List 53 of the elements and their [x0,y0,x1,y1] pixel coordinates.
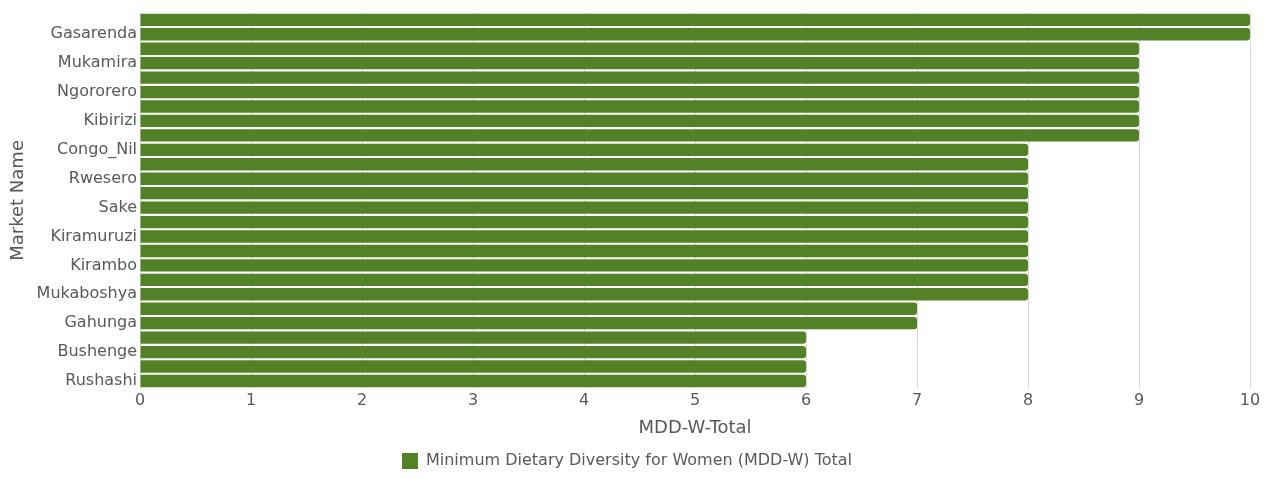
bar [140,317,918,330]
bar [140,85,1139,99]
y-tick-label: Gasarenda [50,23,138,43]
y-tick-label: Kirambo [70,254,138,274]
bar [140,331,807,344]
bar [140,100,1139,113]
bar [140,374,807,388]
y-tick-label: Congo_Nil [57,138,138,159]
bar [140,288,1029,301]
bar [140,172,1029,185]
x-tick-label: 3 [467,389,479,409]
bar [140,273,1029,287]
bar [140,114,1139,128]
bar [140,42,1139,55]
bar [140,143,1029,157]
bar [140,56,1139,70]
bar [140,187,1029,200]
bar [140,201,1029,214]
bar [140,302,918,315]
y-tick-label: Sake [98,196,138,216]
x-tick-label: 9 [1133,389,1145,409]
bar [140,71,1139,84]
bar [140,158,1029,171]
bar [140,360,807,373]
x-tick-label: 5 [689,389,701,409]
y-tick-label: Gahunga [64,312,138,332]
bar [140,129,1139,142]
y-tick-label: Bushenge [57,341,138,361]
x-tick-label: 6 [800,389,812,409]
legend-label: Minimum Dietary Diversity for Women (MDD-W) Total [425,450,853,470]
y-tick-label: Mukaboshya [36,283,138,303]
y-tick-label: Rushashi [65,370,138,390]
y-tick-label: Kiramuruzi [50,225,138,245]
y-tick-label: Kibirizi [83,110,138,130]
bar [140,244,1029,258]
bar [140,259,1029,272]
y-tick-label: Mukamira [57,52,138,72]
y-tick-label: Rwesero [68,167,138,187]
y-axis-title: Market Name [6,140,28,261]
bar [140,13,1250,26]
x-axis-title: MDD-W-Total [638,415,752,437]
x-tick-label: 2 [356,389,368,409]
y-tick-label: Ngororero [57,81,138,101]
bar [140,345,807,359]
bar [140,230,1029,243]
x-tick-label: 7 [911,389,923,409]
bar [140,28,1250,41]
bar [140,215,1029,229]
x-tick-label: 10 [1239,389,1261,409]
x-tick-label: 8 [1022,389,1034,409]
x-tick-label: 0 [134,389,146,409]
x-tick-label: 4 [578,389,590,409]
x-tick-label: 1 [245,389,257,409]
